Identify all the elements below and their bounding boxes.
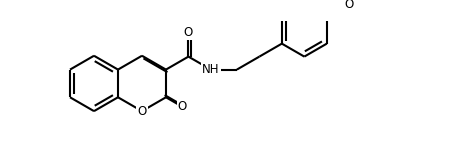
Text: NH: NH <box>202 63 220 76</box>
Text: O: O <box>137 105 147 118</box>
Text: O: O <box>184 26 193 39</box>
Text: O: O <box>345 0 354 11</box>
Text: O: O <box>178 100 187 113</box>
